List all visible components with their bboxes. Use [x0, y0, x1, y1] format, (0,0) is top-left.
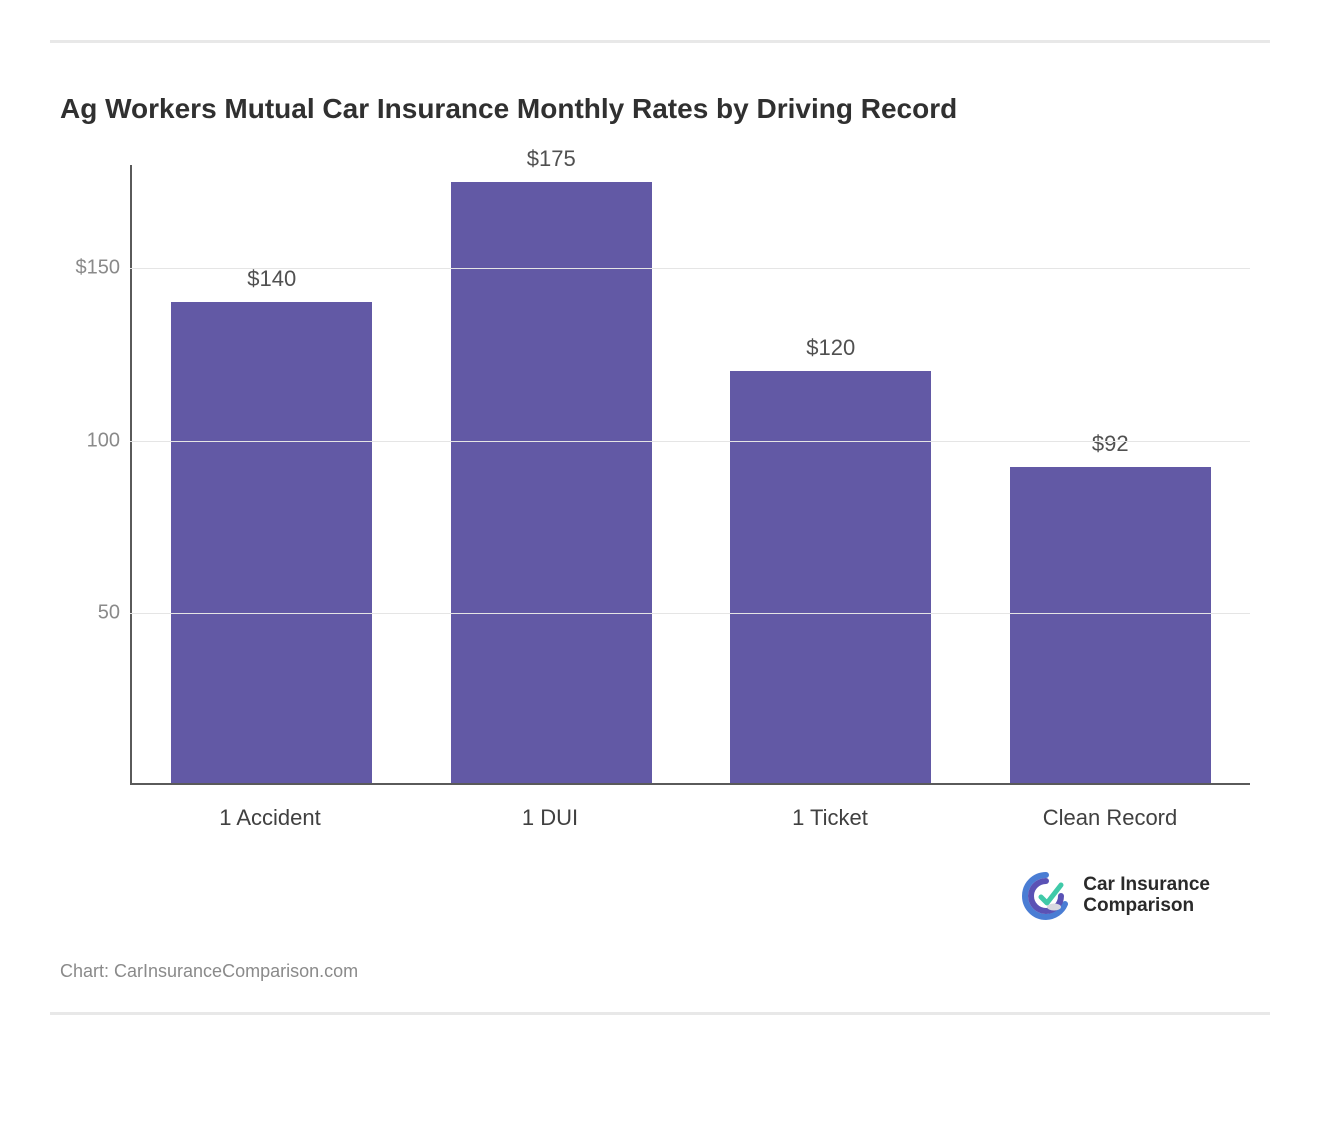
bar-value-label: $92: [1092, 431, 1129, 457]
chart-source: Chart: CarInsuranceComparison.com: [60, 961, 1270, 982]
bar-group: $140: [132, 165, 412, 783]
bar-group: $92: [971, 165, 1251, 783]
x-category-label: 1 DUI: [410, 805, 690, 831]
logo-icon: [1021, 871, 1071, 921]
y-tick-label: $150: [60, 257, 120, 280]
chart-title: Ag Workers Mutual Car Insurance Monthly …: [60, 93, 1270, 125]
y-tick-label: 50: [60, 601, 120, 624]
x-axis-labels: 1 Accident1 DUI1 TicketClean Record: [130, 805, 1250, 831]
bar-group: $175: [412, 165, 692, 783]
bottom-divider: [50, 1012, 1270, 1015]
brand-logo: Car Insurance Comparison: [50, 871, 1210, 921]
chart-area: 50100$150 $140$175$120$92: [130, 165, 1250, 785]
logo-text: Car Insurance Comparison: [1083, 875, 1210, 917]
logo-line1: Car Insurance: [1083, 875, 1210, 896]
bar: [730, 371, 931, 783]
gridline: [130, 613, 1250, 614]
plot-area: $140 $175 $120 $92: [130, 165, 1250, 785]
bar: [171, 302, 372, 783]
bar: [451, 182, 652, 783]
y-axis: 50 100 $150: [60, 165, 120, 785]
bar: [1010, 467, 1211, 783]
gridline: [130, 441, 1250, 442]
top-divider: [50, 40, 1270, 43]
x-category-label: Clean Record: [970, 805, 1250, 831]
y-tick-label: 100: [60, 429, 120, 452]
x-category-label: 1 Ticket: [690, 805, 970, 831]
logo-line2: Comparison: [1083, 896, 1210, 917]
x-category-label: 1 Accident: [130, 805, 410, 831]
bar-group: $120: [691, 165, 971, 783]
bar-value-label: $120: [806, 335, 855, 361]
bar-value-label: $175: [527, 146, 576, 172]
bar-value-label: $140: [247, 266, 296, 292]
gridline: [130, 268, 1250, 269]
